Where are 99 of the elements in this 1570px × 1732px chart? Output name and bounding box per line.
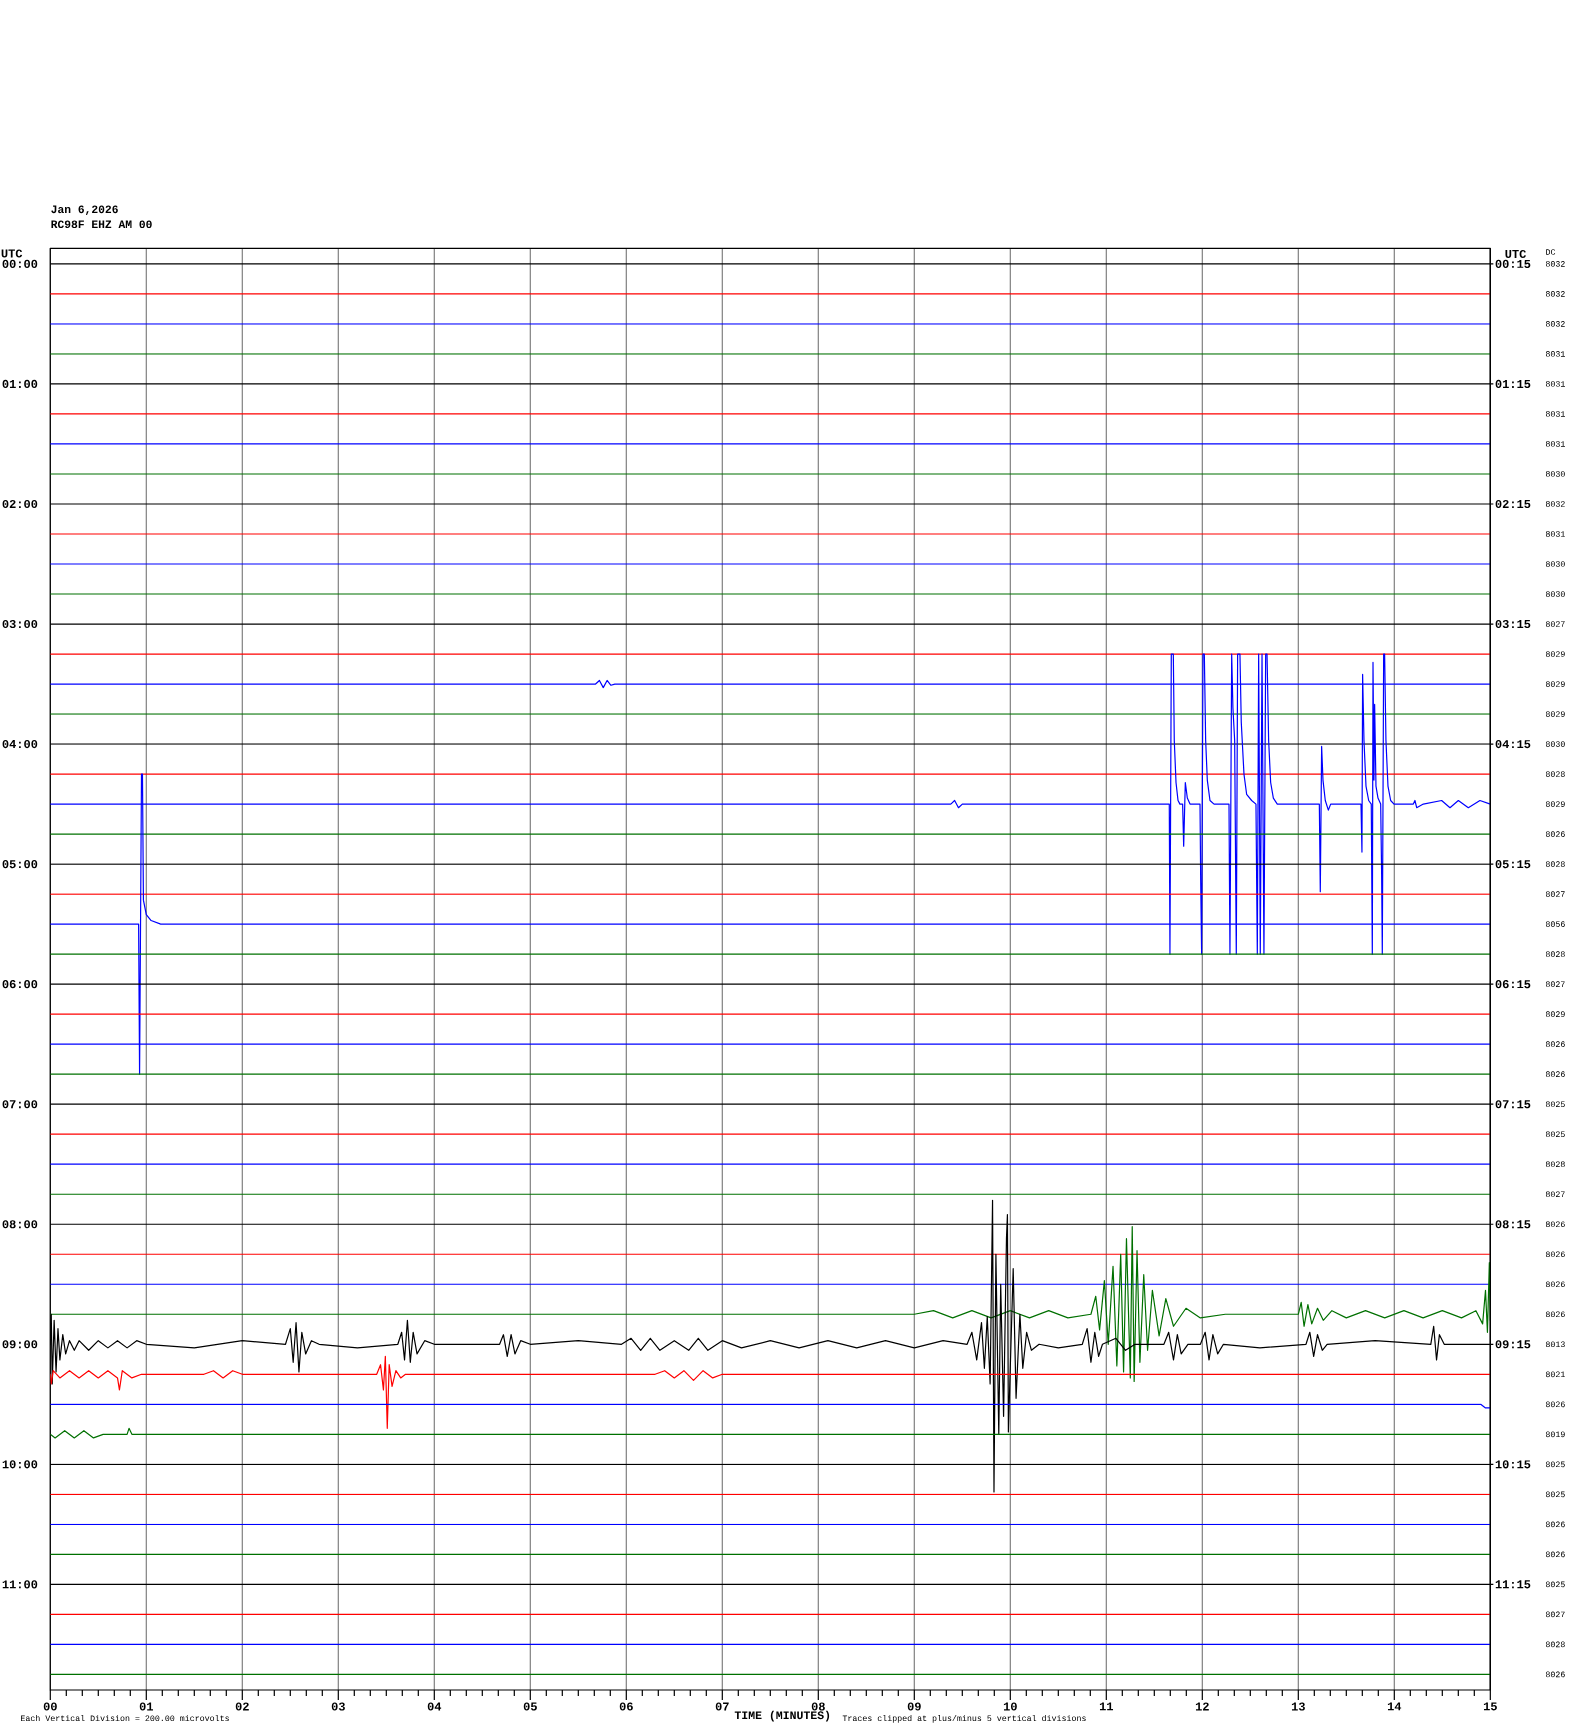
y2-tick-label: 01:15	[1495, 379, 1531, 389]
text: 8026	[1545, 1521, 1565, 1528]
text: 8026	[1545, 1311, 1565, 1318]
text: 8030	[1545, 591, 1565, 597]
x-tick-label: 09	[907, 1702, 921, 1711]
text: 8027	[1545, 621, 1565, 627]
y2-tick-label: 04:15	[1495, 740, 1531, 749]
x-axis-title: TIME (MINUTES)	[734, 1710, 830, 1722]
y-tick-label: 06:00	[2, 980, 38, 989]
text: 8030	[1545, 741, 1565, 747]
y2-tick-label: 07:15	[1495, 1100, 1531, 1109]
y2-tick-label: 09:15	[1495, 1340, 1531, 1349]
text: 8031	[1545, 441, 1565, 447]
text: 8028	[1545, 1641, 1565, 1648]
y2-axis-title: UTC	[1505, 249, 1526, 259]
text: 8029	[1545, 801, 1565, 807]
text: 8028	[1545, 861, 1565, 867]
y-tick-label: 09:00	[2, 1340, 38, 1349]
text: 8026	[1545, 1671, 1565, 1678]
text: Traces clipped at plus/minus 5 vertical divisions	[842, 1714, 1086, 1723]
text: 8025	[1545, 1131, 1565, 1138]
text: 8027	[1545, 981, 1565, 987]
text: 8019	[1545, 1431, 1565, 1438]
text: 8026	[1545, 1401, 1565, 1408]
text: 8029	[1545, 711, 1565, 717]
text: 8025	[1545, 1491, 1565, 1498]
y2-tick-label: 10:15	[1495, 1460, 1531, 1469]
text: 8032	[1545, 291, 1565, 297]
text: 8031	[1545, 381, 1565, 387]
text: 8026	[1545, 1251, 1565, 1258]
text: 8026	[1545, 1281, 1565, 1288]
text: 8032	[1545, 321, 1565, 327]
x-tick-label: 12	[1195, 1702, 1209, 1711]
y2-tick-label: 02:15	[1495, 499, 1531, 509]
x-tick-label: 08	[811, 1702, 825, 1711]
text: 8031	[1545, 411, 1565, 417]
text: 8026	[1545, 1221, 1565, 1228]
y2-tick-label: 06:15	[1495, 980, 1531, 989]
text: 8026	[1545, 1551, 1565, 1558]
text: 8032	[1545, 501, 1565, 507]
y-tick-label: 10:00	[2, 1460, 38, 1469]
text: 8028	[1545, 951, 1565, 957]
y-tick-label: 08:00	[2, 1220, 38, 1229]
y2-tick-label: 08:15	[1495, 1220, 1531, 1229]
text: 8027	[1545, 891, 1565, 897]
text: 8030	[1545, 561, 1565, 567]
chart-title: Jan 6,2026	[51, 205, 118, 216]
x-tick-label: 14	[1387, 1702, 1402, 1711]
line-series	[50, 1355, 1491, 1429]
y-tick-label: 07:00	[2, 1100, 38, 1109]
text: 8027	[1545, 1611, 1565, 1618]
x-tick-label: 05	[523, 1702, 537, 1711]
y-tick-label: 11:00	[2, 1580, 38, 1589]
text: 8032	[1545, 261, 1565, 267]
x-tick-label: 11	[1099, 1702, 1114, 1711]
text: 8025	[1545, 1461, 1565, 1468]
text: 8021	[1545, 1371, 1565, 1378]
text: 8031	[1545, 531, 1565, 537]
y2-tick-label: 05:15	[1495, 860, 1531, 869]
text: 8031	[1545, 351, 1565, 357]
y-tick-label: 00:00	[2, 259, 38, 268]
text: 8056	[1545, 921, 1565, 927]
text: 8026	[1545, 1041, 1565, 1048]
text: 8027	[1545, 1191, 1565, 1198]
y-tick-label: 05:00	[2, 860, 38, 869]
x-tick-label: 02	[235, 1702, 249, 1711]
y-tick-label: 02:00	[2, 499, 38, 509]
y2-tick-label: 00:15	[1495, 259, 1531, 268]
x-tick-label: 03	[331, 1702, 345, 1711]
text: 8025	[1545, 1581, 1565, 1588]
text: 8028	[1545, 771, 1565, 777]
text: 8030	[1545, 471, 1565, 477]
text: 8029	[1545, 681, 1565, 687]
line-series	[50, 1427, 1491, 1439]
text: 8029	[1545, 651, 1565, 657]
x-tick-label: 13	[1291, 1702, 1305, 1711]
text: 8026	[1545, 1071, 1565, 1078]
text: 8013	[1545, 1341, 1565, 1348]
y-tick-label: 01:00	[2, 379, 38, 389]
x-tick-label: 06	[619, 1702, 633, 1711]
y-axis-title: UTC	[1, 249, 23, 258]
x-tick-label: 10	[1003, 1702, 1017, 1711]
x-tick-label: 01	[139, 1702, 154, 1711]
y-tick-label: 04:00	[2, 740, 38, 749]
text: 8026	[1545, 831, 1565, 837]
x-tick-label: 15	[1483, 1702, 1497, 1711]
text: 8025	[1545, 1101, 1565, 1108]
text: 8028	[1545, 1161, 1565, 1168]
text: DC	[1546, 249, 1556, 255]
y-tick-label: 03:00	[2, 619, 38, 629]
y2-tick-label: 11:15	[1495, 1580, 1531, 1589]
x-tick-label: 04	[427, 1702, 442, 1711]
line-series	[50, 1226, 1491, 1383]
text: 8029	[1545, 1011, 1565, 1017]
chart-subtitle: RC98F EHZ AM 00	[51, 220, 152, 229]
x-tick-label: 07	[715, 1702, 729, 1711]
y2-tick-label: 03:15	[1495, 619, 1531, 629]
text: Each Vertical Division = 200.00 microvolts	[21, 1714, 229, 1722]
x-tick-label: 00	[43, 1702, 57, 1711]
